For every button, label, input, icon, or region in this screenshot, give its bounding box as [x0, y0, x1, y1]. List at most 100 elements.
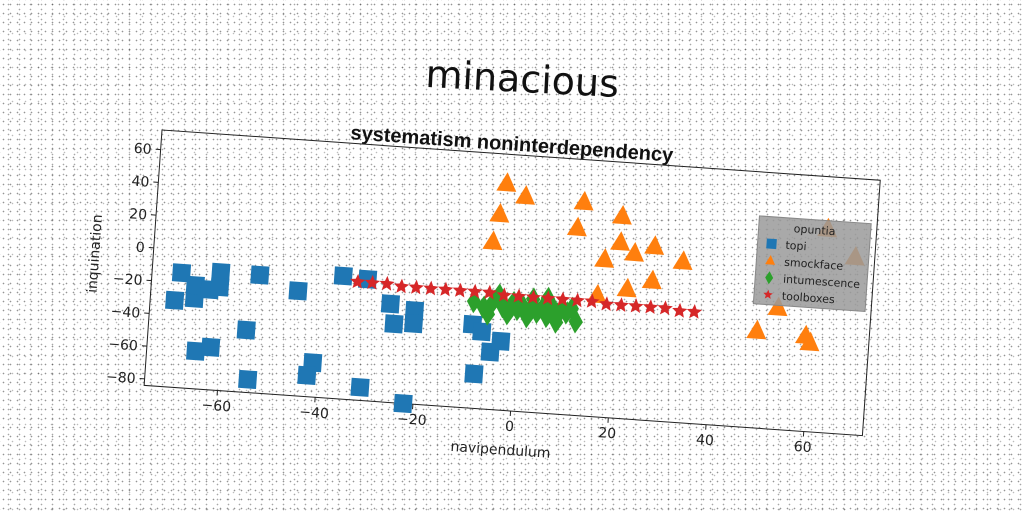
topi-point	[403, 314, 424, 334]
marks-group	[165, 172, 865, 414]
smockface-point	[573, 190, 594, 211]
toolboxes-point	[511, 288, 527, 304]
x-tick-label: −60	[201, 397, 232, 415]
toolboxes-point	[350, 273, 366, 289]
toolboxes-point	[613, 297, 629, 313]
legend-label-smockface: smockface	[784, 256, 844, 273]
intumescence-point	[545, 295, 560, 319]
topi-point	[333, 266, 353, 286]
toolboxes-point	[481, 284, 498, 300]
y-tick-label: −60	[108, 336, 139, 354]
toolboxes-point	[569, 292, 586, 308]
topi-point	[171, 263, 192, 283]
toolboxes-point	[496, 287, 512, 303]
toolboxes-point	[686, 304, 703, 319]
y-tick-label: 20	[129, 206, 148, 223]
topi-point	[165, 290, 185, 310]
plot-area: systematism noninterdependency −60 −40 −20…	[84, 122, 881, 462]
toolboxes-point	[628, 298, 644, 314]
chart-title: systematism noninterdependency	[350, 122, 675, 167]
figure-title: minacious	[424, 52, 620, 106]
toolboxes-point	[452, 282, 468, 298]
legend: opuntia topi smockfaceintumescencetoolbox…	[752, 215, 872, 313]
toolboxes-point	[525, 289, 542, 305]
topi-point	[186, 341, 206, 361]
axes-frame	[143, 129, 881, 437]
smockface-point	[624, 242, 644, 262]
topi-point	[384, 314, 404, 334]
toolboxes-point	[394, 278, 410, 294]
smockface-point	[496, 172, 517, 192]
smockface-point	[566, 216, 587, 237]
intumescence-point	[519, 305, 535, 329]
legend-label-topi: topi	[785, 239, 807, 253]
x-tick-label: 0	[504, 419, 514, 436]
intumescence-point	[491, 283, 507, 307]
topi-point	[236, 320, 256, 340]
x-axis-label: navipendulum	[450, 439, 551, 462]
y-tick-label: −40	[110, 304, 141, 322]
smockface-point	[594, 248, 615, 268]
legend-marker-toolboxes	[763, 289, 773, 299]
series-intumescence	[466, 283, 583, 334]
toolboxes-point	[438, 281, 454, 297]
intumescence-point	[500, 302, 515, 326]
smockface-point	[610, 231, 631, 251]
topi-point	[491, 331, 511, 351]
toolboxes-point	[642, 299, 659, 315]
toolboxes-point	[657, 300, 673, 316]
legend-label-toolboxes: toolboxes	[781, 290, 835, 307]
smockface-point	[482, 230, 503, 251]
topi-point	[201, 337, 221, 357]
topi-point	[210, 277, 230, 297]
smockface-point	[672, 250, 693, 271]
toolboxes-point	[584, 293, 600, 309]
toolboxes-point	[540, 290, 556, 306]
legend-marker-topi	[766, 238, 777, 250]
smockface-point	[799, 331, 820, 352]
topi-point	[238, 369, 258, 390]
toolboxes-point	[555, 291, 571, 307]
smockface-point	[616, 277, 637, 298]
smockface-point	[644, 235, 665, 255]
legend-title: opuntia	[793, 222, 836, 238]
toolboxes-point	[364, 274, 381, 290]
toolboxes-point	[423, 280, 439, 296]
tick-group: −60 −40 −20 0 20 40 60 −80 −60 −40 −20 0 20 40 60	[106, 141, 813, 456]
toolboxes-point	[672, 302, 688, 318]
intumescence-point	[568, 310, 583, 334]
toolboxes-point	[599, 296, 615, 311]
toolboxes-point	[467, 283, 483, 299]
topi-point	[211, 262, 231, 282]
legend-box	[752, 215, 872, 313]
topi-point	[250, 265, 270, 285]
x-tick-label: 40	[695, 432, 714, 449]
topi-point	[297, 365, 317, 385]
y-axis-label: inquination	[84, 214, 105, 294]
intumescence-point	[548, 310, 564, 334]
y-tick-label: −20	[112, 271, 143, 289]
topi-point	[393, 393, 413, 414]
x-tick-label: −40	[299, 404, 330, 422]
legend-label-intumescence: intumescence	[783, 273, 861, 291]
smockface-point	[489, 203, 510, 223]
intumescence-point	[480, 302, 496, 326]
series-toolboxes	[350, 273, 703, 319]
smockface-point	[746, 319, 767, 340]
toolboxes-point	[379, 275, 395, 291]
topi-point	[380, 294, 401, 314]
toolboxes-point	[408, 279, 424, 295]
legend-marker-intumescence	[765, 271, 774, 285]
topi-point	[472, 322, 492, 342]
y-tick-label: 40	[131, 174, 150, 191]
topi-point	[464, 364, 484, 384]
y-tick-label: 60	[133, 141, 152, 158]
series-topi	[165, 262, 511, 414]
smockface-point	[641, 269, 662, 290]
topi-point	[185, 275, 205, 295]
topi-point	[350, 377, 370, 397]
y-tick-label: −80	[106, 369, 137, 387]
x-tick-label: 20	[598, 425, 617, 442]
legend-marker-smockface	[765, 255, 776, 265]
